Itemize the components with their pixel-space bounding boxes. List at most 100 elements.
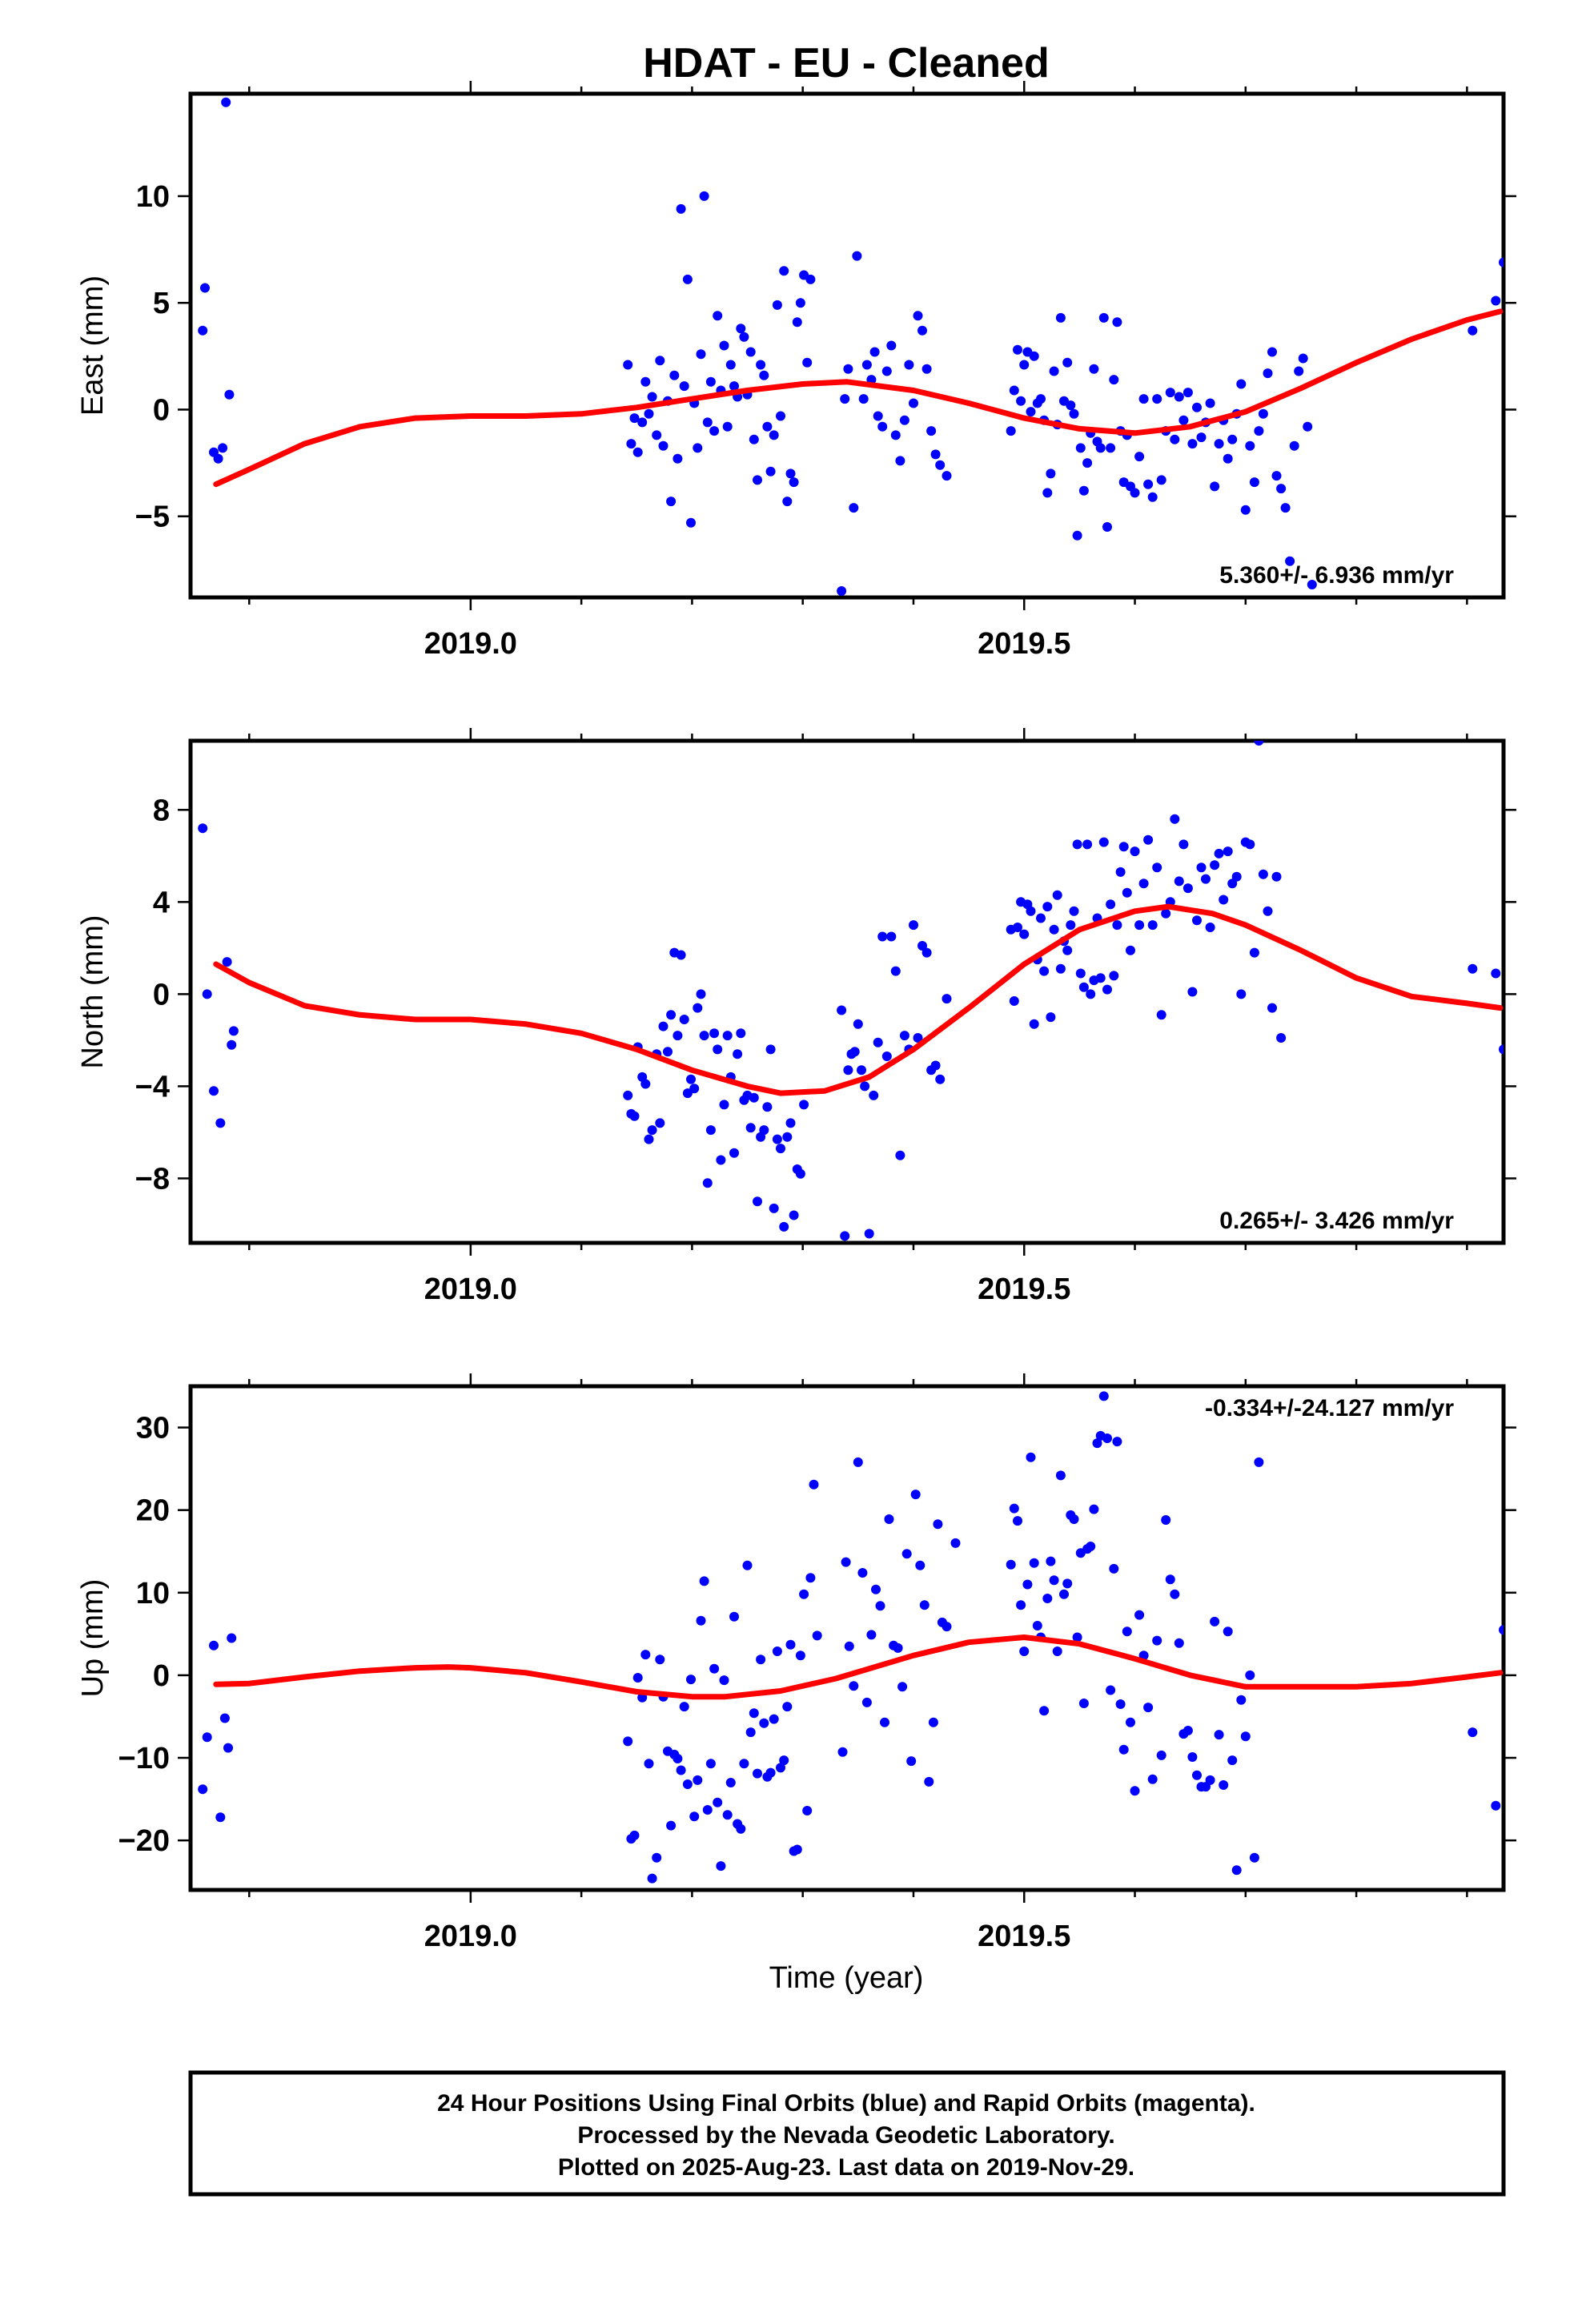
north-data-point <box>1267 1003 1277 1013</box>
north-data-point <box>663 1047 673 1057</box>
north-data-point <box>782 1132 793 1142</box>
north-data-point <box>1118 842 1129 852</box>
up-data-point <box>739 1759 749 1769</box>
north-data-point <box>772 1134 782 1144</box>
up-data-point <box>1006 1559 1016 1570</box>
north-data-point <box>1468 963 1478 974</box>
east-data-point <box>200 283 210 293</box>
up-data-point <box>647 1873 657 1884</box>
north-data-point <box>1187 987 1198 997</box>
up-data-point <box>812 1630 822 1641</box>
north-data-point <box>696 989 706 999</box>
east-data-point <box>682 274 693 284</box>
north-panel: 2019.0 2019.5 −8 −4 0 4 8 North (mm) 0.265+/- 3.… <box>76 728 1516 1306</box>
east-data-point <box>1187 439 1198 449</box>
north-data-point <box>749 1092 759 1103</box>
up-data-point <box>809 1479 819 1490</box>
east-data-point <box>1055 312 1066 323</box>
north-data-point <box>1201 874 1211 884</box>
up-data-point <box>1072 1632 1082 1642</box>
footer-line-1: 24 Hour Positions Using Final Orbits (bl… <box>437 2090 1255 2117</box>
north-data-point <box>215 1118 226 1128</box>
up-rate-label: -0.334+/-24.127 mm/yr <box>1205 1395 1454 1421</box>
north-data-point <box>1130 846 1140 857</box>
north-data-point <box>1156 1010 1166 1020</box>
north-data-point <box>676 950 686 960</box>
east-data-point <box>1075 443 1086 453</box>
up-data-point <box>1092 1438 1102 1449</box>
up-data-point <box>699 1576 709 1586</box>
up-data-point <box>1032 1621 1042 1630</box>
north-data-point <box>1072 839 1082 850</box>
east-data-point <box>1491 296 1501 306</box>
east-data-point <box>1019 360 1030 370</box>
north-data-point <box>1102 984 1112 995</box>
east-data-point <box>1182 388 1193 398</box>
up-data-point <box>676 1765 686 1775</box>
east-data-point <box>644 408 654 419</box>
up-data-point <box>759 1718 769 1728</box>
east-data-point <box>795 298 805 308</box>
up-data-point <box>722 1810 733 1820</box>
up-data-point <box>799 1589 809 1599</box>
north-data-point <box>1499 1044 1504 1055</box>
east-data-point <box>913 311 923 321</box>
up-data-point <box>1130 1786 1140 1796</box>
north-data-points <box>198 741 1504 1241</box>
east-data-point <box>1082 458 1093 468</box>
east-data-point <box>849 503 859 513</box>
up-data-point <box>1152 1635 1162 1646</box>
east-data-point <box>1205 398 1215 408</box>
north-data-point <box>673 1031 683 1041</box>
east-data-point <box>1271 471 1282 481</box>
north-data-point <box>1039 966 1050 976</box>
up-data-point <box>897 1682 908 1692</box>
up-data-point <box>795 1651 805 1661</box>
east-data-point <box>1102 522 1112 532</box>
north-data-point <box>837 1005 847 1015</box>
east-data-point <box>1089 364 1099 374</box>
east-data-point <box>676 203 686 214</box>
east-data-point <box>218 443 228 453</box>
up-data-point <box>227 1633 237 1643</box>
north-data-point <box>227 1039 237 1050</box>
up-data-point <box>742 1560 753 1570</box>
north-data-point <box>1491 968 1501 979</box>
north-data-point <box>1029 1019 1039 1029</box>
up-data-point <box>1134 1610 1145 1620</box>
north-y-tick-label: 4 <box>153 886 170 919</box>
east-data-point <box>753 475 762 485</box>
up-data-point <box>689 1811 700 1822</box>
north-data-point <box>759 1125 769 1136</box>
figure-title: HDAT - EU - Cleaned <box>643 40 1050 86</box>
up-data-point <box>928 1717 938 1727</box>
east-data-point <box>629 413 640 424</box>
east-data-point <box>640 376 651 387</box>
north-plot-frame <box>188 738 1506 1245</box>
east-data-point <box>869 347 880 357</box>
east-data-point <box>1245 440 1255 451</box>
up-data-point <box>1042 1594 1053 1603</box>
north-data-point <box>1082 839 1093 850</box>
up-data-point <box>198 1784 208 1795</box>
north-data-point <box>1138 879 1149 889</box>
north-data-point <box>1042 902 1053 912</box>
north-fit-curve <box>213 903 1504 1096</box>
up-data-point <box>666 1820 677 1831</box>
east-data-point <box>1236 379 1247 389</box>
east-data-point <box>1170 434 1180 444</box>
north-data-point <box>860 1081 870 1092</box>
north-data-point <box>789 1210 799 1220</box>
east-y-axis-label: East (mm) <box>76 275 110 416</box>
up-data-point <box>1013 1516 1022 1526</box>
up-data-point <box>644 1759 654 1769</box>
up-data-point <box>736 1823 746 1834</box>
north-data-point <box>840 1231 850 1241</box>
east-data-point <box>765 466 776 476</box>
north-data-point <box>877 931 888 942</box>
north-data-point <box>209 1086 219 1096</box>
up-data-point <box>705 1759 716 1769</box>
up-data-points <box>198 1391 1504 1884</box>
east-data-point <box>890 430 901 440</box>
up-data-point <box>1022 1579 1033 1590</box>
